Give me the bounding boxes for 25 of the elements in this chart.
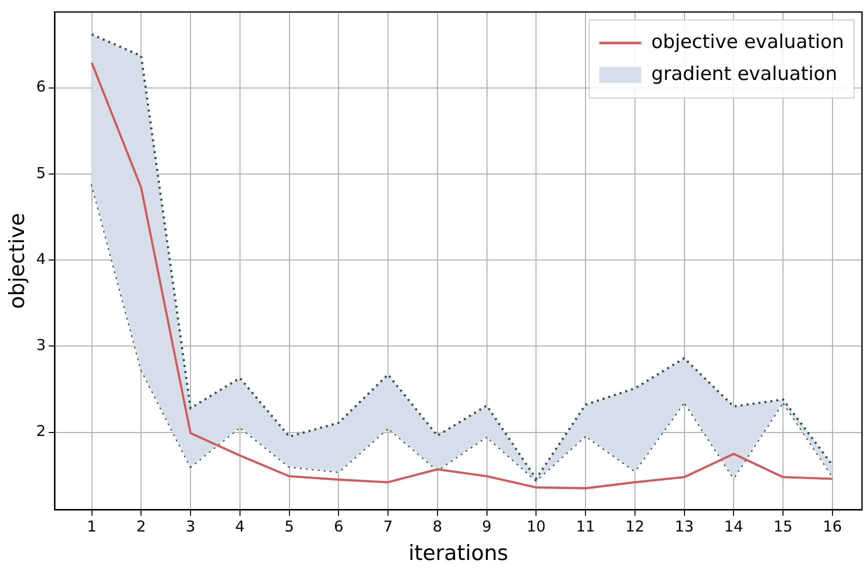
x-tick-label: 14 — [724, 518, 744, 536]
x-tick-label: 2 — [136, 518, 146, 536]
y-tick-label: 3 — [36, 336, 46, 354]
x-tick-label: 16 — [822, 518, 842, 536]
x-tick-label: 1 — [87, 518, 97, 536]
y-tick-label: 2 — [36, 422, 46, 440]
y-axis-title: objective — [5, 212, 30, 309]
x-tick-label: 15 — [773, 518, 793, 536]
y-tick-label: 5 — [36, 164, 46, 182]
x-tick-label: 11 — [576, 518, 596, 536]
x-tick-label: 5 — [284, 518, 294, 536]
x-tick-label: 3 — [186, 518, 196, 536]
x-tick-label: 9 — [482, 518, 492, 536]
x-tick-label: 6 — [334, 518, 344, 536]
legend-label: objective evaluation — [651, 30, 844, 53]
x-tick-label: 10 — [526, 518, 546, 536]
x-tick-label: 7 — [383, 518, 393, 536]
x-tick-label: 12 — [625, 518, 644, 536]
x-tick-label: 4 — [235, 518, 245, 536]
legend-label: gradient evaluation — [651, 62, 838, 85]
x-tick-label: 13 — [674, 518, 694, 536]
y-tick-label: 4 — [36, 250, 46, 268]
x-axis-title: iterations — [408, 540, 508, 565]
x-tick-label: 8 — [432, 518, 442, 536]
y-tick-label: 6 — [36, 78, 46, 96]
